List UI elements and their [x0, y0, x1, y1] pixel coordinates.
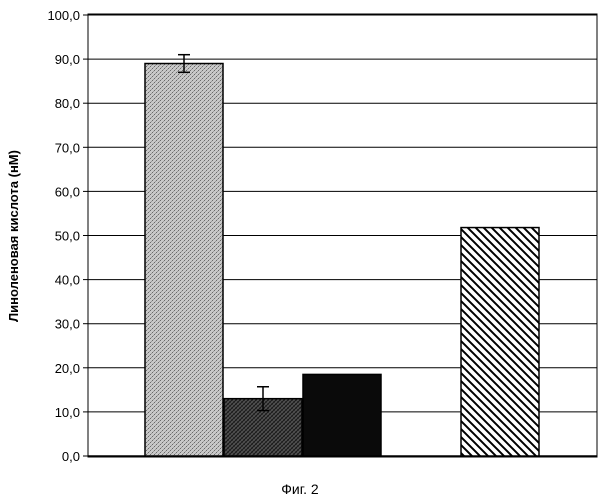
bar [145, 64, 223, 456]
figure-caption: Фиг. 2 [281, 481, 319, 497]
y-tick-label: 0,0 [62, 449, 80, 464]
y-axis-label: Линоленовая кислота (нМ) [6, 150, 21, 322]
y-axis-ticks: 0,0 10,0 20,0 30,0 40,0 50,0 60,0 70,0 80,0 90,0 1… [47, 8, 80, 464]
bar [461, 228, 539, 456]
y-tick-label: 60,0 [55, 184, 80, 199]
y-tick-label: 10,0 [55, 405, 80, 420]
y-tick-label: 90,0 [55, 52, 80, 67]
y-tick-label: 80,0 [55, 96, 80, 111]
bar [303, 374, 381, 456]
y-tick-label: 40,0 [55, 273, 80, 288]
y-tick-label: 20,0 [55, 361, 80, 376]
y-tick-label: 50,0 [55, 229, 80, 244]
y-tick-label: 70,0 [55, 140, 80, 155]
y-tick-label: 30,0 [55, 317, 80, 332]
bars [145, 64, 539, 456]
y-tick-label: 100,0 [47, 8, 80, 23]
